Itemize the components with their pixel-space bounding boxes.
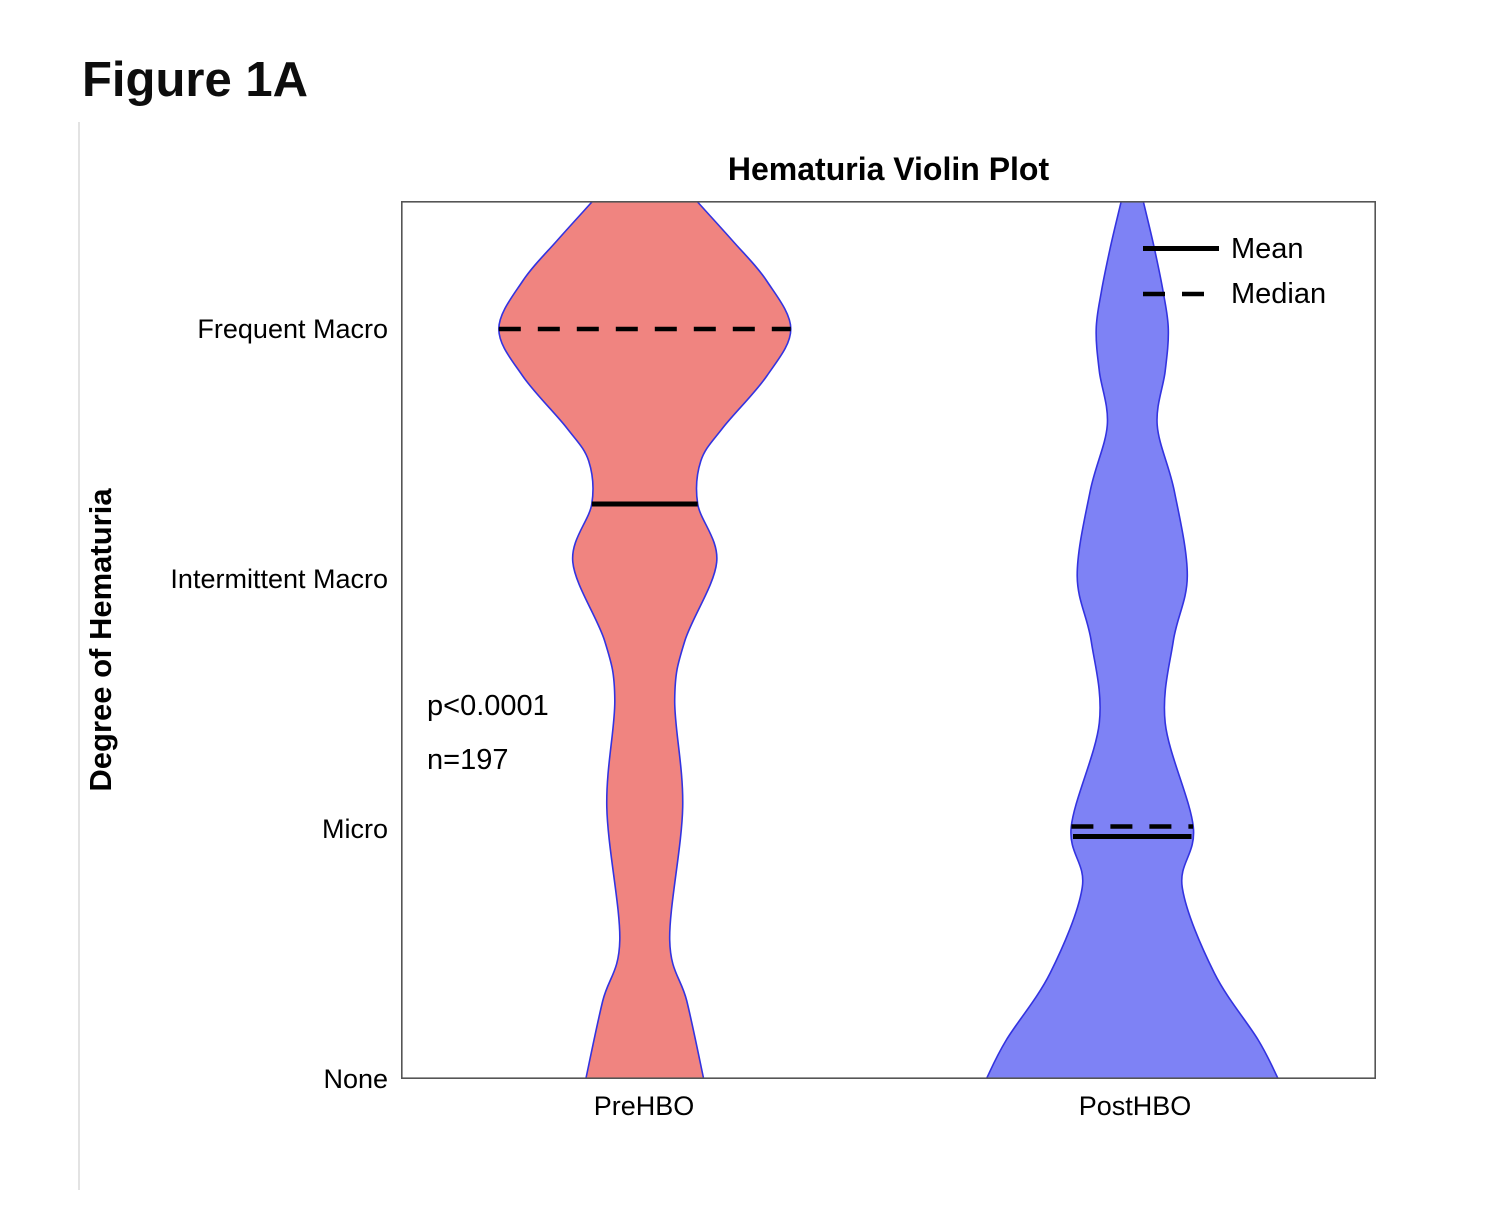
violin-prehbo — [497, 201, 792, 1079]
y-axis-label: Degree of Hematuria — [83, 488, 118, 792]
ytick-frequent-macro: Frequent Macro — [197, 314, 388, 344]
legend-mean-label: Mean — [1231, 233, 1304, 265]
plot-area — [401, 201, 1376, 1079]
n-annotation: n=197 — [427, 744, 509, 776]
violin-posthbo — [985, 201, 1280, 1079]
slide-left-edge — [78, 122, 80, 1190]
legend-median-label: Median — [1231, 278, 1327, 310]
chart-title: Hematuria Violin Plot — [727, 151, 1050, 187]
p-value-annotation: p<0.0001 — [427, 690, 549, 722]
xtick-prehbo: PreHBO — [593, 1091, 695, 1121]
ytick-none: None — [323, 1064, 388, 1094]
ytick-micro: Micro — [322, 814, 388, 844]
figure-label: Figure 1A — [82, 53, 308, 107]
xtick-posthbo: PostHBO — [1078, 1091, 1192, 1121]
ytick-intermittent-macro: Intermittent Macro — [170, 564, 388, 594]
plot-border — [401, 201, 1376, 1079]
